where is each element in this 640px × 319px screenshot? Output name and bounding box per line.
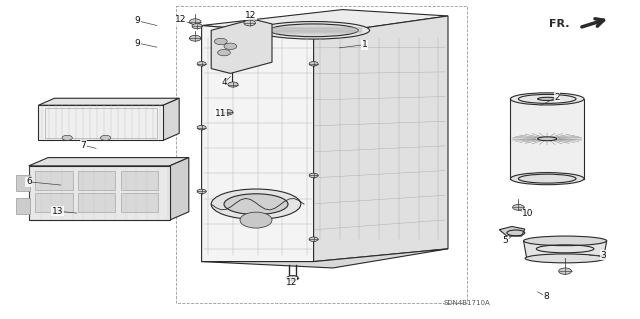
Text: 10: 10 bbox=[522, 209, 534, 218]
Bar bbox=[35, 193, 73, 212]
Ellipse shape bbox=[224, 194, 288, 215]
Polygon shape bbox=[524, 241, 607, 258]
Circle shape bbox=[287, 276, 298, 281]
Circle shape bbox=[218, 49, 230, 56]
Circle shape bbox=[197, 189, 206, 194]
Circle shape bbox=[62, 135, 72, 140]
Bar bbox=[16, 198, 30, 214]
Text: 9: 9 bbox=[135, 16, 140, 25]
Ellipse shape bbox=[538, 137, 557, 141]
Circle shape bbox=[189, 19, 201, 25]
Text: 5: 5 bbox=[503, 236, 508, 245]
Ellipse shape bbox=[524, 236, 607, 246]
Ellipse shape bbox=[511, 173, 584, 185]
Circle shape bbox=[309, 237, 318, 241]
Circle shape bbox=[240, 212, 272, 228]
Text: FR.: FR. bbox=[549, 19, 570, 29]
Text: SDN4B1710A: SDN4B1710A bbox=[444, 300, 491, 306]
Circle shape bbox=[197, 62, 206, 66]
Bar bbox=[38, 105, 163, 140]
Text: 2: 2 bbox=[554, 93, 559, 102]
Text: 4: 4 bbox=[221, 78, 227, 87]
Circle shape bbox=[221, 109, 233, 115]
Text: 7: 7 bbox=[81, 141, 86, 150]
Text: 9: 9 bbox=[135, 39, 140, 48]
Circle shape bbox=[559, 268, 572, 274]
Polygon shape bbox=[202, 10, 448, 35]
Bar bbox=[45, 108, 157, 138]
Circle shape bbox=[228, 82, 238, 87]
Circle shape bbox=[309, 62, 318, 66]
Circle shape bbox=[192, 24, 202, 29]
Bar bbox=[78, 193, 115, 212]
Text: 12: 12 bbox=[245, 11, 257, 20]
Bar bbox=[16, 175, 30, 191]
Circle shape bbox=[100, 135, 111, 140]
Bar bbox=[78, 171, 115, 190]
Bar bbox=[120, 193, 158, 212]
Ellipse shape bbox=[211, 189, 301, 219]
Polygon shape bbox=[202, 26, 314, 262]
Polygon shape bbox=[163, 98, 179, 140]
Circle shape bbox=[513, 204, 524, 210]
Text: 13: 13 bbox=[52, 207, 63, 216]
Text: 12: 12 bbox=[285, 278, 297, 287]
Polygon shape bbox=[314, 16, 448, 262]
Bar bbox=[35, 171, 73, 190]
Bar bbox=[176, 6, 467, 303]
Circle shape bbox=[197, 125, 206, 130]
Polygon shape bbox=[29, 158, 189, 166]
Circle shape bbox=[214, 38, 227, 45]
Ellipse shape bbox=[286, 276, 299, 280]
Polygon shape bbox=[170, 158, 189, 220]
Circle shape bbox=[288, 275, 297, 280]
Text: 11: 11 bbox=[215, 109, 227, 118]
Polygon shape bbox=[38, 98, 179, 105]
Text: 3: 3 bbox=[600, 251, 605, 260]
Polygon shape bbox=[202, 249, 448, 268]
Text: 6: 6 bbox=[26, 177, 31, 186]
Circle shape bbox=[244, 20, 255, 26]
Text: 12: 12 bbox=[175, 15, 186, 24]
Polygon shape bbox=[211, 19, 272, 73]
Bar bbox=[29, 166, 170, 220]
Ellipse shape bbox=[525, 254, 605, 263]
Text: 1: 1 bbox=[362, 40, 367, 49]
Ellipse shape bbox=[538, 97, 557, 100]
Polygon shape bbox=[499, 226, 525, 236]
Circle shape bbox=[189, 35, 201, 41]
Bar bbox=[120, 171, 158, 190]
Ellipse shape bbox=[258, 22, 370, 39]
Ellipse shape bbox=[511, 93, 584, 105]
Ellipse shape bbox=[269, 24, 358, 37]
Circle shape bbox=[224, 43, 237, 49]
Circle shape bbox=[309, 173, 318, 178]
Bar bbox=[511, 99, 584, 179]
Text: 8: 8 bbox=[544, 292, 549, 301]
